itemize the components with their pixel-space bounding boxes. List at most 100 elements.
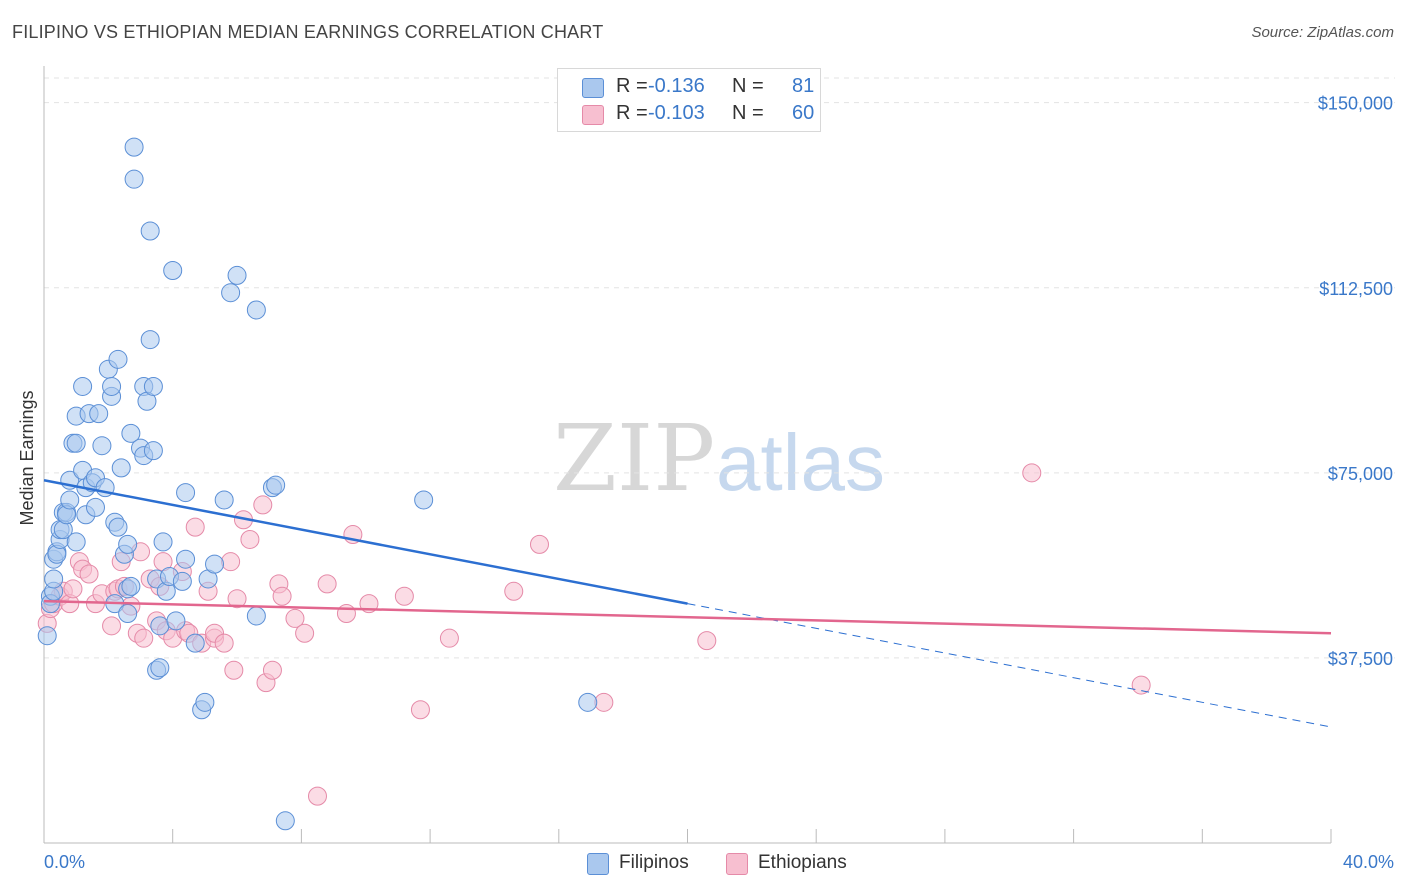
filipino-point	[102, 376, 122, 396]
filipino-point	[185, 633, 205, 653]
filipino-point	[153, 532, 173, 552]
n-value: 81	[792, 75, 815, 97]
ethiopian-point	[185, 517, 205, 537]
source-label: Source: ZipAtlas.com	[1251, 24, 1394, 41]
filipinos-swatch	[587, 853, 609, 875]
y-tick-labels: $37,500 $75,000 $112,500 $150,000	[1318, 94, 1393, 669]
ethiopian-point	[410, 700, 430, 720]
filipino-point	[414, 490, 434, 510]
correlation-legend: R = -0.136 N = 81 R = -0.103 N = 60	[557, 68, 821, 132]
ethiopian-point	[307, 786, 327, 806]
n-label: N =	[732, 75, 764, 97]
filipino-point	[124, 137, 144, 157]
r-value: -0.103	[648, 102, 705, 124]
ethiopian-point	[102, 616, 122, 636]
y-tick-label: $75,000	[1328, 464, 1393, 484]
legend-label: Filipinos	[619, 852, 689, 873]
filipino-point	[246, 606, 266, 626]
filipino-point	[73, 376, 93, 396]
filipino-point	[578, 692, 598, 712]
filipinos-trend-line	[43, 479, 688, 605]
filipino-point	[195, 692, 215, 712]
ethiopian-point	[224, 660, 244, 680]
filipino-point	[172, 571, 192, 591]
ethiopian-point	[317, 574, 337, 594]
ethiopian-point	[1131, 675, 1151, 695]
watermark-zip: ZIP	[553, 405, 715, 512]
watermark-atlas: atlas	[716, 418, 885, 507]
ethiopian-point	[240, 529, 260, 549]
filipino-point	[66, 433, 86, 453]
r-value: -0.136	[648, 75, 705, 97]
ethiopian-point	[134, 628, 154, 648]
filipino-point	[118, 604, 138, 623]
filipino-point	[85, 497, 105, 517]
ethiopian-point	[504, 581, 524, 601]
filipino-point	[214, 490, 234, 510]
filipino-point	[275, 811, 295, 831]
gridlines	[44, 77, 1395, 659]
ethiopian-point	[63, 579, 83, 599]
filipino-point	[140, 221, 160, 241]
filipino-point	[121, 423, 141, 443]
ethiopians-trend-line	[43, 599, 1332, 635]
filipino-point	[205, 554, 225, 574]
ethiopian-point	[295, 623, 315, 643]
x-max-label: 40.0%	[1342, 852, 1394, 872]
filipino-point	[176, 483, 196, 503]
filipino-point	[150, 616, 170, 636]
filipino-point	[108, 517, 128, 537]
chart-title: FILIPINO VS ETHIOPIAN MEDIAN EARNINGS CO…	[12, 22, 604, 42]
y-tick-label: $37,500	[1328, 649, 1393, 669]
x-min-label: 0.0%	[44, 852, 86, 872]
series-legend: Filipinos Ethiopians	[0, 852, 1406, 876]
axes	[43, 66, 1332, 844]
ethiopian-point	[336, 604, 356, 623]
filipino-point	[37, 626, 57, 646]
filipino-point	[221, 283, 241, 303]
ethiopian-point	[221, 552, 241, 572]
y-axis-title: Median Earnings	[17, 390, 37, 525]
ethiopians-swatch	[582, 105, 604, 125]
filipinos-trend-extension	[687, 603, 1332, 728]
ethiopian-point	[1022, 463, 1042, 483]
n-label: N =	[732, 102, 764, 124]
filipino-point	[176, 549, 196, 569]
filipino-point	[108, 349, 128, 369]
ethiopian-point	[529, 534, 549, 554]
filipino-point	[227, 265, 247, 285]
filipino-point	[140, 330, 160, 350]
filipino-point	[163, 260, 183, 280]
filipino-point	[111, 458, 131, 478]
legend-label: Ethiopians	[758, 852, 847, 873]
filipino-point	[44, 569, 64, 589]
filipino-point	[246, 300, 266, 320]
filipino-point	[89, 404, 109, 424]
r-label: R =	[616, 75, 648, 97]
ethiopian-point	[272, 586, 292, 606]
filipino-point	[166, 611, 186, 631]
ethiopian-point	[253, 495, 273, 515]
ethiopians-swatch	[726, 853, 748, 875]
n-value: 60	[792, 102, 815, 124]
ethiopian-point	[227, 589, 247, 609]
filipino-point	[143, 376, 163, 396]
filipino-point	[118, 534, 138, 554]
ethiopian-point	[439, 628, 459, 648]
filipino-point	[150, 658, 170, 678]
filipino-point	[143, 441, 163, 461]
filipinos-points	[37, 137, 598, 831]
y-tick-label: $150,000	[1318, 94, 1393, 114]
trend-lines	[43, 479, 1332, 728]
r-label: R =	[616, 102, 648, 124]
filipino-point	[66, 532, 86, 552]
filipinos-swatch	[582, 78, 604, 98]
filipino-point	[60, 490, 80, 510]
ethiopian-point	[214, 633, 234, 653]
filipino-point	[121, 576, 141, 596]
y-tick-label: $112,500	[1319, 279, 1393, 299]
ethiopian-point	[697, 631, 717, 651]
ethiopian-point	[79, 564, 99, 584]
ethiopian-point	[262, 660, 282, 680]
